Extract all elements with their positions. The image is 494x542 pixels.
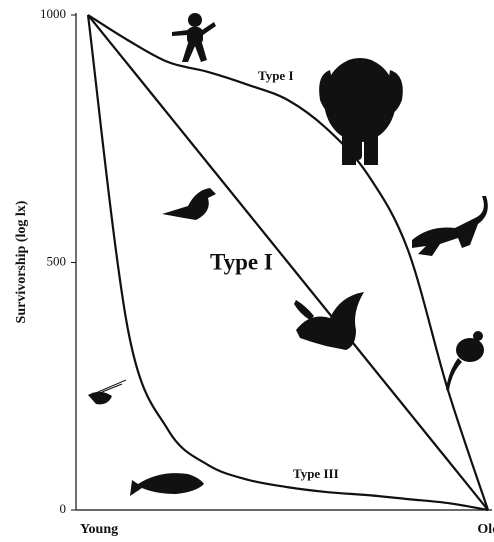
y-tick-label: 0	[60, 501, 67, 516]
y-axis-label: Survivorship (log lx)	[14, 200, 29, 323]
shrimp-icon	[88, 380, 126, 404]
x-tick-label: Young	[80, 522, 118, 537]
eagle-icon	[294, 292, 364, 350]
bird-icon	[162, 188, 216, 220]
x-tick-label: Old	[477, 522, 494, 537]
mouse-icon	[446, 331, 484, 390]
curve-label: Type I	[258, 68, 294, 83]
silhouettes	[88, 13, 488, 496]
chart: Survivorship (log lx) 0 500 1000 Young Old Ty…	[0, 0, 494, 542]
baby-icon	[172, 13, 216, 62]
survivorship-curve	[88, 15, 488, 510]
fish-icon	[130, 473, 204, 496]
curve-label: Type III	[293, 466, 339, 481]
y-tick-label: 1000	[40, 6, 66, 21]
elephant-icon	[319, 58, 403, 165]
curve-label: Type I	[210, 249, 273, 274]
y-tick-label: 500	[47, 253, 67, 268]
cat-icon	[412, 196, 488, 256]
